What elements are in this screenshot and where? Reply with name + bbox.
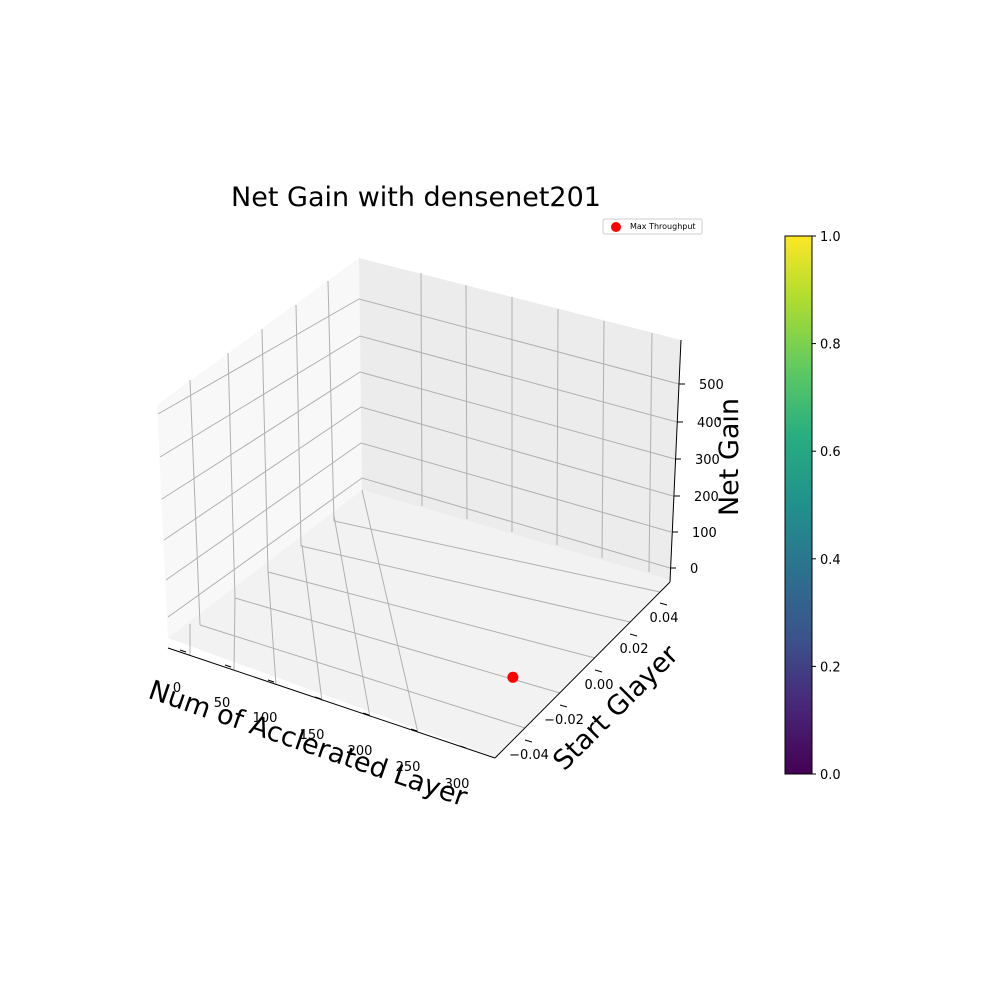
x-grid-line	[267, 570, 277, 686]
colorbar-tick-label: 0.2	[820, 660, 841, 675]
y-tick-mark	[629, 633, 638, 637]
colorbar-tick-label: 0.4	[820, 553, 841, 568]
x-tick-mark	[224, 664, 232, 668]
x-tick-mark	[179, 649, 187, 653]
x-tick-mark	[410, 728, 418, 732]
x-axis-ticks: 0 50 100 150 200 250 300	[173, 649, 470, 792]
x-tick-mark	[314, 696, 322, 700]
back-pane	[359, 258, 681, 580]
data-point-max-throughput	[507, 671, 519, 683]
z-grid-line	[157, 298, 680, 415]
floor-pane	[168, 490, 670, 757]
x-tick-mark	[362, 712, 370, 716]
left-vertical-grid-line	[261, 328, 269, 573]
z-axis-ticks: 0 100 200 300 400 500	[670, 378, 724, 577]
colorbar-tick-label: 0.8	[820, 338, 841, 353]
z-grid-line	[163, 406, 674, 541]
z-tick-label: 500	[699, 378, 724, 393]
y-axis-line	[494, 581, 671, 759]
y-tick-label: −0.02	[544, 713, 584, 728]
axis-lines	[167, 339, 682, 759]
x-tick-label: 50	[214, 696, 231, 711]
legend-label: Max Throughput	[630, 222, 696, 231]
y-grid-line	[300, 545, 631, 623]
left-vertical-grid-line	[189, 379, 201, 626]
y-tick-label: 0.02	[620, 642, 649, 657]
colorbar: 0.0 0.2 0.4 0.6 0.8 1.0	[784, 230, 841, 783]
x-tick-label: 0	[173, 681, 181, 696]
colorbar-tick-label: 1.0	[820, 230, 841, 245]
x-grid-line	[301, 544, 323, 702]
y-tick-mark	[524, 739, 533, 743]
z-tick-label: 0	[690, 562, 698, 577]
colorbar-gradient	[784, 235, 813, 775]
y-tick-mark	[659, 602, 668, 606]
x-grid-line	[233, 595, 236, 672]
z-tick-label: 100	[692, 526, 717, 541]
chart-title: Net Gain with densenet201	[231, 182, 601, 213]
z-grid-line	[165, 442, 672, 581]
colorbar-ticks: 0.0 0.2 0.4 0.6 0.8 1.0	[812, 230, 841, 783]
y-grid-line	[234, 597, 561, 694]
left-pane	[157, 258, 362, 638]
x-tick-label: 100	[253, 711, 278, 726]
x-grid-line	[361, 489, 419, 734]
legend: Max Throughput	[602, 218, 703, 235]
z-grid-line	[167, 477, 671, 618]
x-tick-label: 300	[445, 777, 470, 792]
left-vertical-grid-line	[295, 304, 302, 547]
x-tick-mark	[267, 679, 275, 683]
x-tick-label: 200	[348, 744, 373, 759]
x-grid-line	[333, 515, 371, 718]
y-tick-label: 0.04	[650, 611, 679, 626]
z-axis-label: Net Gain	[714, 398, 745, 516]
legend-marker	[611, 222, 621, 232]
y-grid-line	[333, 520, 661, 593]
y-axis-ticks: −0.04 −0.02 0.00 0.02 0.04	[509, 602, 679, 763]
x-tick-mark	[459, 745, 467, 749]
left-vertical-grid-line	[327, 280, 335, 522]
back-vertical-grid-line	[465, 284, 468, 520]
y-tick-mark	[594, 669, 603, 673]
grid-lines	[157, 272, 680, 734]
z-grid-line	[159, 335, 678, 458]
z-grid-line	[161, 371, 676, 500]
x-tick-label: 250	[396, 760, 421, 775]
y-tick-label: 0.00	[585, 678, 614, 693]
z-tick-label: 400	[697, 416, 722, 431]
data-points	[507, 671, 519, 683]
left-vertical-grid-line	[227, 352, 236, 599]
y-grid-line	[267, 571, 596, 659]
y-grid-line	[199, 624, 526, 729]
z-tick-label: 300	[695, 453, 720, 468]
z-axis-line	[669, 339, 682, 583]
y-tick-label: −0.04	[509, 748, 549, 763]
x-tick-label: 150	[300, 728, 325, 743]
x-axis-line	[167, 647, 496, 759]
axes-panes	[157, 258, 681, 757]
y-tick-mark	[559, 704, 568, 708]
z-tick-label: 200	[694, 490, 719, 505]
colorbar-tick-label: 0.6	[820, 445, 841, 460]
colorbar-tick-label: 0.0	[820, 768, 841, 783]
legend-box	[602, 218, 703, 235]
